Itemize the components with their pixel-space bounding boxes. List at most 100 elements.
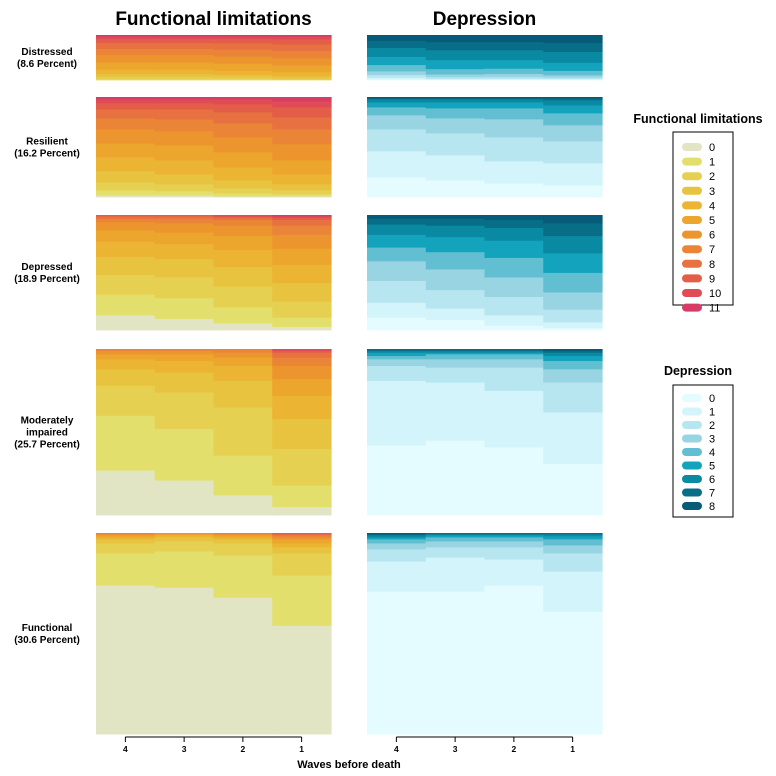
legend-label: 8 — [709, 501, 715, 513]
stack-segment — [96, 195, 156, 198]
stack-segment — [484, 59, 544, 69]
stack-segment — [425, 350, 486, 353]
legend-label: 10 — [709, 288, 721, 300]
stack-segment — [272, 547, 332, 554]
stack-segment — [367, 247, 427, 262]
legend-swatch — [682, 216, 702, 224]
stack-segment — [154, 277, 215, 299]
stack-segment — [96, 470, 156, 516]
stack-segment — [154, 99, 215, 104]
stack-segment — [484, 161, 544, 184]
stack-segment — [213, 123, 273, 138]
stack-segment — [484, 547, 544, 560]
stack-segment — [543, 215, 603, 224]
stack-segment — [367, 591, 427, 735]
stack-segment — [272, 75, 332, 79]
stack-segment — [543, 321, 603, 329]
stack-segment — [367, 64, 427, 72]
stack-segment — [367, 539, 427, 544]
row-label: Moderately — [21, 416, 74, 427]
stack-segment — [425, 225, 486, 238]
stack-segment — [213, 380, 273, 408]
stack-segment — [543, 412, 603, 464]
stack-segment — [272, 264, 332, 284]
stack-segment — [367, 215, 427, 219]
stack-segment — [213, 235, 273, 250]
stack-segment — [543, 360, 603, 370]
stack-segment — [484, 49, 544, 61]
stack-segment — [96, 294, 156, 316]
stack-segment — [484, 358, 544, 368]
stack-segment — [154, 54, 215, 63]
x-tick-label: 2 — [512, 744, 517, 754]
stack-segment — [96, 315, 156, 331]
stack-segment — [272, 107, 332, 118]
stack-segment — [154, 350, 215, 355]
panel-depression — [367, 215, 603, 331]
stack-segment — [213, 196, 273, 198]
legend-title: Functional limitations — [633, 112, 762, 126]
stack-segment — [367, 537, 427, 540]
legend-label: 5 — [709, 461, 715, 473]
stack-segment — [425, 108, 486, 119]
stack-segment — [367, 151, 427, 178]
stack-segment — [425, 440, 486, 516]
stack-segment — [213, 215, 273, 217]
stack-segment — [484, 315, 544, 326]
stack-segment — [154, 360, 215, 373]
stack-segment — [543, 368, 603, 383]
stack-segment — [367, 71, 427, 75]
legend-label: 6 — [709, 474, 715, 486]
stack-segment — [154, 318, 215, 331]
stack-segment — [213, 63, 273, 71]
stack-segment — [213, 597, 273, 735]
stack-segment — [543, 113, 603, 126]
stack-segment — [367, 177, 427, 198]
stack-segment — [272, 352, 332, 358]
stack-segment — [425, 78, 486, 80]
stack-segment — [543, 539, 603, 546]
stack-segment — [272, 190, 332, 195]
stack-segment — [213, 555, 273, 598]
stack-segment — [543, 62, 603, 71]
stack-segment — [272, 215, 332, 217]
stack-segment — [96, 229, 156, 242]
stack-segment — [543, 105, 603, 114]
stack-segment — [213, 152, 273, 168]
stack-segment — [213, 35, 273, 37]
stack-segment — [154, 392, 215, 430]
stack-segment — [425, 547, 486, 558]
stack-segment — [272, 217, 332, 220]
panel-depression — [367, 349, 603, 516]
stack-segment — [425, 180, 486, 198]
row-label: (8.6 Percent) — [17, 59, 77, 70]
stack-segment — [543, 163, 603, 186]
stack-segment — [272, 65, 332, 73]
stack-segment — [154, 535, 215, 538]
stack-segment — [272, 160, 332, 175]
stack-segment — [367, 56, 427, 66]
stack-segment — [484, 277, 544, 298]
stack-segment — [484, 73, 544, 78]
legend-box — [672, 384, 734, 518]
stack-segment — [213, 357, 273, 366]
stack-segment — [484, 76, 544, 80]
stack-segment — [272, 535, 332, 538]
stack-segment — [543, 553, 603, 572]
stack-segment — [484, 537, 544, 542]
stack-segment — [213, 97, 273, 100]
stack-segment — [96, 535, 156, 538]
legend-swatch — [682, 394, 702, 402]
stack-segment — [425, 367, 486, 383]
stack-segment — [425, 41, 486, 51]
stack-segment — [272, 129, 332, 145]
stack-segment — [213, 455, 273, 496]
legend-swatch — [682, 201, 702, 210]
x-tick-label: 1 — [570, 744, 575, 754]
stack-segment — [154, 258, 215, 278]
stack-segment — [484, 68, 544, 75]
stack-segment — [272, 448, 332, 486]
stack-segment — [484, 35, 544, 43]
stack-segment — [272, 78, 332, 80]
